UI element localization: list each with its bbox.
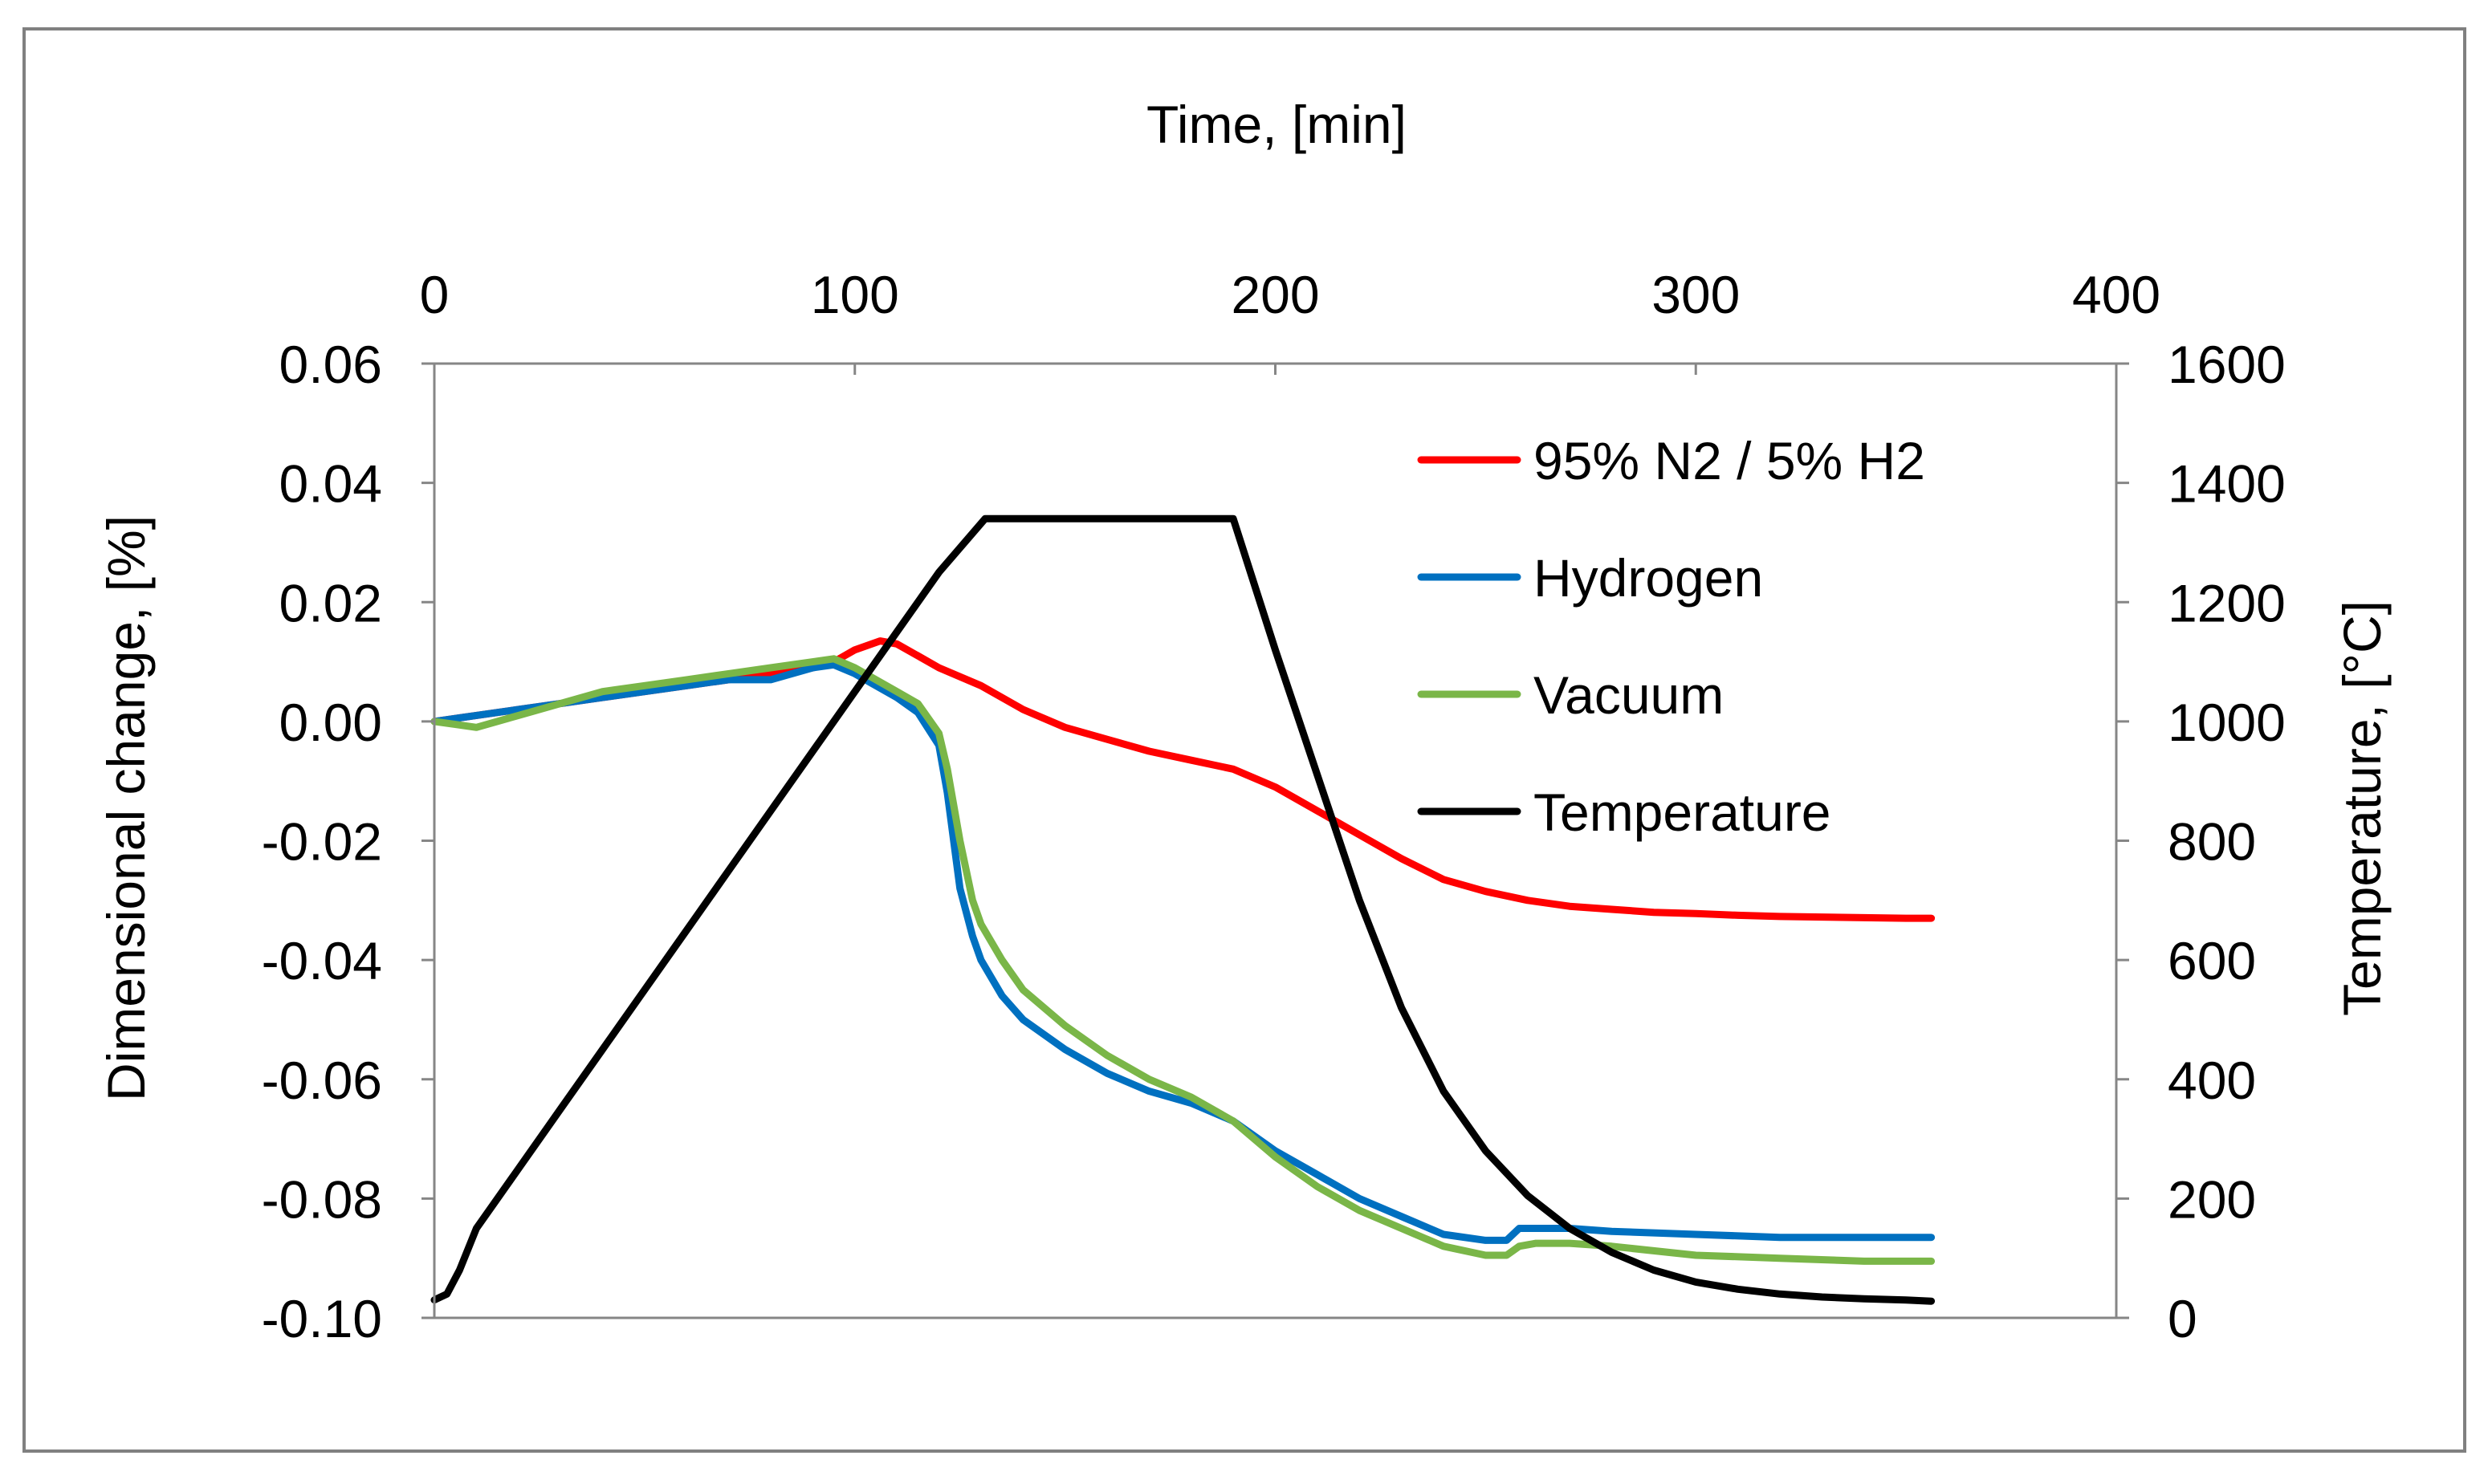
x-tick-label: 200 — [1231, 265, 1319, 324]
y-right-tick-label: 0 — [2168, 1289, 2197, 1348]
y-right-tick-label: 1200 — [2168, 573, 2286, 632]
legend-label-temperature: Temperature — [1533, 783, 1831, 842]
y-right-tick-label: 1600 — [2168, 335, 2286, 394]
y-right-tick-label: 200 — [2168, 1169, 2256, 1229]
y-right-tick-label: 1400 — [2168, 454, 2286, 514]
x-tick-label: 100 — [811, 265, 899, 324]
legend-label-95-n2-5-h2: 95% N2 / 5% H2 — [1533, 431, 1925, 490]
x-tick-label: 300 — [1651, 265, 1740, 324]
y-axis-right-label: Temperature, [°C] — [2332, 600, 2392, 1016]
y-right-tick-label: 800 — [2168, 812, 2256, 872]
y-right-tick-label: 600 — [2168, 931, 2256, 990]
x-tick-label: 0 — [420, 265, 450, 324]
y-right-tick-label: 1000 — [2168, 693, 2286, 752]
series-line-hydrogen — [430, 661, 1936, 1244]
chart-title: Time, [min] — [1146, 95, 1407, 154]
legend-label-hydrogen: Hydrogen — [1533, 548, 1763, 608]
y-left-tick-label: -0.06 — [262, 1051, 382, 1110]
y-left-tick-label: -0.10 — [262, 1289, 382, 1348]
y-left-tick-label: -0.02 — [262, 812, 382, 872]
plot-area — [430, 514, 1936, 1305]
x-tick-label: 400 — [2072, 265, 2160, 324]
chart-outer-border — [22, 27, 2466, 1453]
y-left-tick-label: 0.04 — [279, 454, 382, 514]
y-left-tick-label: 0.06 — [279, 335, 382, 394]
series-line-temperature — [430, 514, 1936, 1305]
axes: 0 100 200 300 400 0.06 0.04 0.02 0.00 -0.02 -0.04 -… — [262, 265, 2286, 1348]
legend-label-vacuum: Vacuum — [1533, 665, 1724, 725]
legend: 95% N2 / 5% H2 Hydrogen Vacuum Temperature — [1417, 431, 1925, 842]
y-left-tick-label: -0.08 — [262, 1169, 382, 1229]
y-left-tick-label: -0.04 — [262, 931, 382, 990]
series-line-vacuum — [430, 655, 1936, 1265]
y-axis-left-label: Dimensional change, [%] — [96, 515, 156, 1101]
y-right-tick-label: 400 — [2168, 1051, 2256, 1110]
y-left-tick-label: 0.00 — [279, 693, 382, 752]
y-left-tick-label: 0.02 — [279, 573, 382, 632]
